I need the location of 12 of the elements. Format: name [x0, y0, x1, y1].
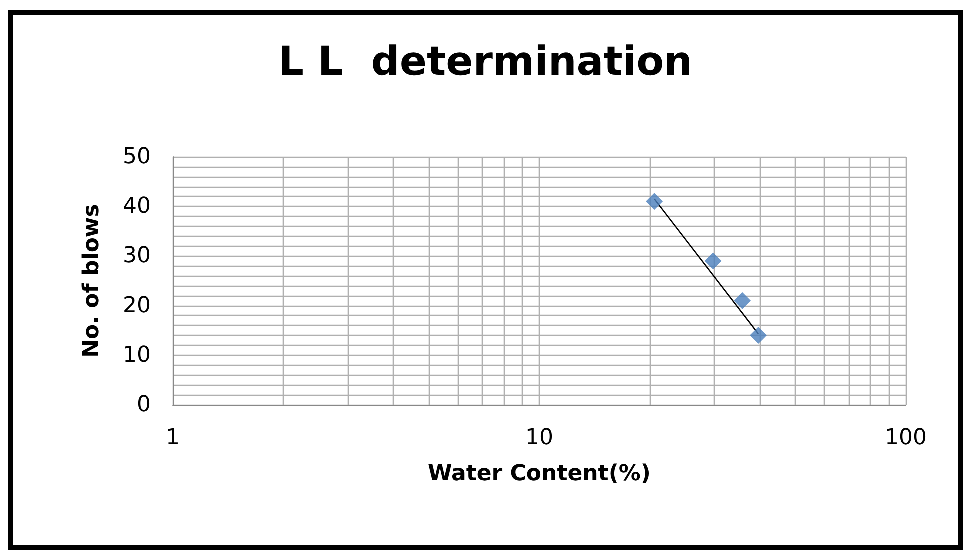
chart-title: L L determination [278, 39, 693, 85]
x-tick-label: 1 [166, 426, 180, 450]
y-tick-label: 20 [123, 293, 151, 318]
x-axis-title: Water Content(%) [428, 462, 651, 486]
y-tick-label: 30 [123, 244, 151, 269]
y-tick-label: 10 [123, 342, 151, 368]
x-tick-label: 10 [526, 426, 554, 450]
x-tick-label: 100 [885, 426, 927, 450]
y-tick-label: 0 [137, 392, 151, 418]
y-axis-title: No. of blows [80, 204, 104, 358]
y-tick-label: 50 [123, 144, 151, 170]
y-tick-label: 40 [123, 194, 151, 220]
